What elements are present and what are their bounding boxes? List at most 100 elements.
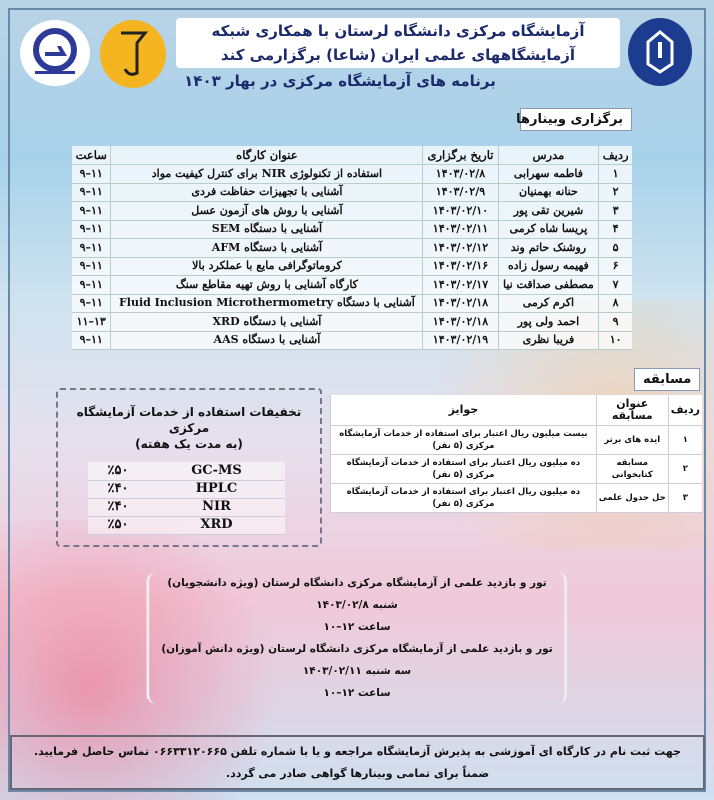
table-header-row: ردیف عنوان مسابقه جوایز — [330, 395, 702, 426]
table-cell: شیرین تقی پور — [498, 201, 600, 221]
column-header: جوایز — [330, 395, 597, 426]
table-cell: ۱۴۰۳/۰۲/۹ — [422, 183, 499, 202]
table-cell: ۱۱–۹ — [72, 275, 112, 295]
instrument-name: GC-MS — [148, 462, 285, 481]
table-cell: ۱۱–۹ — [72, 331, 112, 350]
table-row: ۹ احمد ولی پور ۱۴۰۳/۰۲/۱۸ آشنایی با دستگاه … — [72, 312, 632, 332]
table-cell: حل جدول علمی — [595, 483, 669, 513]
table-cell: ۲ — [598, 183, 632, 202]
table-row: ۳ حل جدول علمی ده میلیون ریال اعتبار برای … — [330, 483, 702, 513]
table-row: ۴ پریسا شاه کرمی ۱۴۰۳/۰۲/۱۱ آشنایی با دستگا… — [72, 220, 632, 239]
column-header: عنوان مسابقه — [595, 395, 669, 426]
table-cell: ۱ — [598, 164, 632, 184]
table-cell: مسابقه کتابخوانی — [595, 454, 669, 484]
table-cell: احمد ولی پور — [498, 312, 600, 332]
table-cell: فهیمه رسول زاده — [498, 257, 600, 276]
table-cell: آشنایی با روش های آزمون عسل — [110, 201, 424, 221]
table-row: ۶ فهیمه رسول زاده ۱۴۰۳/۰۲/۱۶ کروماتوگرافی م… — [72, 257, 632, 276]
header-line2: آزمایشگاههای علمی ایران (شاعا) برگزارمی … — [220, 46, 576, 64]
table-cell: کارگاه آشنایی با روش تهیه مقاطع سنگ — [110, 275, 424, 295]
table-cell: ۱۱–۹ — [72, 183, 112, 202]
table-cell: ۱۰ — [598, 331, 632, 350]
table-cell: ۲ — [667, 454, 702, 484]
table-cell: ۱۱–۹ — [72, 257, 112, 276]
table-cell: آشنایی با تجهیزات حفاظت فردی — [110, 183, 424, 202]
table-cell: ۱ — [667, 425, 702, 455]
tour-line: ساعت ۱۲–۱۰ — [323, 621, 391, 633]
table-cell: ۱۱–۹ — [72, 220, 112, 239]
table-cell: روشنک حاتم وند — [498, 238, 600, 258]
table-row: ۱ ایده های برتر بیست میلیون ریال اعتبار بر… — [330, 425, 702, 455]
program-subtitle: برنامه های آزمایشگاه مرکزی در بهار ۱۴۰۳ — [184, 72, 496, 90]
column-header: مدرس — [498, 146, 600, 165]
footer-certificate-text: ضمناً برای تمامی وبینارها گواهی صادر می … — [225, 767, 490, 780]
discounts-title: تخفیفات استفاده از خدمات آزمایشگاه مرکزی — [76, 405, 302, 435]
discount-row: ٪۴۰ HPLC — [88, 480, 285, 499]
table-cell: ۹ — [598, 312, 632, 332]
tour-box: تور و بازدید علمی از آزمایشگاه مرکزی دان… — [146, 572, 568, 704]
table-cell: ده میلیون ریال اعتبار برای استفاده از خد… — [330, 483, 597, 513]
table-cell: پریسا شاه کرمی — [498, 220, 600, 239]
header-banner: آزمایشگاه مرکزی دانشگاه لرستان با همکاری… — [176, 18, 620, 68]
tour-line: تور و بازدید علمی از آزمایشگاه مرکزی دان… — [167, 577, 547, 589]
column-header: عنوان کارگاه — [110, 146, 424, 165]
tour-line: شنبه ۱۴۰۳/۰۲/۸ — [316, 599, 398, 611]
table-row: ۳ شیرین تقی پور ۱۴۰۳/۰۲/۱۰ آشنایی با روش ها… — [72, 201, 632, 221]
discount-value: ٪۵۰ — [88, 516, 148, 535]
table-row: ۸ اکرم کرمی ۱۴۰۳/۰۲/۱۸ آشنایی با دستگاه Flu… — [72, 294, 632, 313]
webinars-section-label: برگزاری وبینارها — [516, 108, 632, 131]
discounts-table: ٪۵۰ GC-MS ٪۴۰ HPLC ٪۴۰ NIR ٪۵۰ XRD — [88, 462, 285, 535]
footer-notice: جهت ثبت نام در کارگاه ای آموزشی به پذیرش… — [10, 735, 705, 790]
instrument-name: HPLC — [148, 480, 285, 499]
instrument-name: NIR — [148, 498, 285, 517]
table-cell: ۱۴۰۳/۰۲/۸ — [422, 164, 499, 184]
table-header-row: ردیف مدرس تاریخ برگزاری عنوان کارگاه ساعت — [72, 146, 632, 165]
university-logo-icon — [646, 30, 674, 74]
table-cell: فریبا نظری — [498, 331, 600, 350]
table-cell: ۱۱–۹ — [72, 294, 112, 313]
table-cell: فاطمه سهرابی — [498, 164, 600, 184]
competition-section-label: مسابقه — [634, 368, 701, 391]
discount-value: ٪۴۰ — [88, 498, 148, 517]
table-row: ۱ فاطمه سهرابی ۱۴۰۳/۰۲/۸ استفاده از تکنولوژ… — [72, 164, 632, 184]
column-header: ساعت — [72, 146, 112, 165]
table-row: ۱۰ فریبا نظری ۱۴۰۳/۰۲/۱۹ آشنایی با دستگاه A… — [72, 331, 632, 350]
table-cell: ۱۴۰۳/۰۲/۱۲ — [422, 238, 499, 258]
table-cell: ۳ — [667, 483, 702, 513]
table-cell: ۱۴۰۳/۰۲/۱۱ — [422, 220, 499, 239]
table-cell: آشنایی با دستگاه AFM — [110, 238, 424, 258]
competition-table: ردیف عنوان مسابقه جوایز ۱ ایده های برتر بیست… — [330, 395, 702, 513]
discount-row: ٪۴۰ NIR — [88, 498, 285, 517]
tour-line: تور و بازدید علمی از آزمایشگاه مرکزی دان… — [161, 643, 553, 655]
table-cell: ایده های برتر — [595, 425, 669, 455]
discount-value: ٪۴۰ — [88, 480, 148, 499]
poster-frame — [8, 8, 706, 792]
table-cell: ۱۴۰۳/۰۲/۱۰ — [422, 201, 499, 221]
table-cell: بیست میلیون ریال اعتبار برای استفاده از … — [330, 425, 597, 455]
table-cell: مصطفی صداقت نیا — [498, 275, 600, 295]
table-row: ۷ مصطفی صداقت نیا ۱۴۰۳/۰۲/۱۷ کارگاه آشنایی … — [72, 275, 632, 295]
table-cell: ۴ — [598, 220, 632, 239]
discount-row: ٪۵۰ XRD — [88, 516, 285, 535]
background-blob — [0, 520, 300, 800]
table-cell: ۱۴۰۳/۰۲/۱۸ — [422, 312, 499, 332]
table-cell: ۱۳–۱۱ — [72, 312, 112, 332]
table-cell: کروماتوگرافی مایع با عملکرد بالا — [110, 257, 424, 276]
table-cell: آشنایی با دستگاه Fluid Inclusion Microth… — [110, 294, 424, 313]
table-cell: ۵ — [598, 238, 632, 258]
table-cell: ده میلیون ریال اعتبار برای استفاده از خد… — [330, 454, 597, 484]
table-row: ۵ روشنک حاتم وند ۱۴۰۳/۰۲/۱۲ آشنایی با دستگا… — [72, 238, 632, 258]
table-row: ۲ حنانه بهمنیان ۱۴۰۳/۰۲/۹ آشنایی با تجهیزات… — [72, 183, 632, 202]
table-cell: استفاده از تکنولوژی NIR برای کنترل کیفیت… — [110, 164, 424, 184]
table-cell: آشنایی با دستگاه AAS — [110, 331, 424, 350]
discount-value: ٪۵۰ — [88, 462, 148, 481]
discount-row: ٪۵۰ GC-MS — [88, 462, 285, 481]
table-cell: ۱۱–۹ — [72, 201, 112, 221]
instrument-name: XRD — [148, 516, 285, 535]
central-lab-logo-icon — [33, 28, 77, 74]
column-header: تاریخ برگزاری — [422, 146, 499, 165]
central-lab-logo — [20, 20, 90, 86]
column-header: ردیف — [667, 395, 702, 426]
table-cell: ۱۱–۹ — [72, 238, 112, 258]
